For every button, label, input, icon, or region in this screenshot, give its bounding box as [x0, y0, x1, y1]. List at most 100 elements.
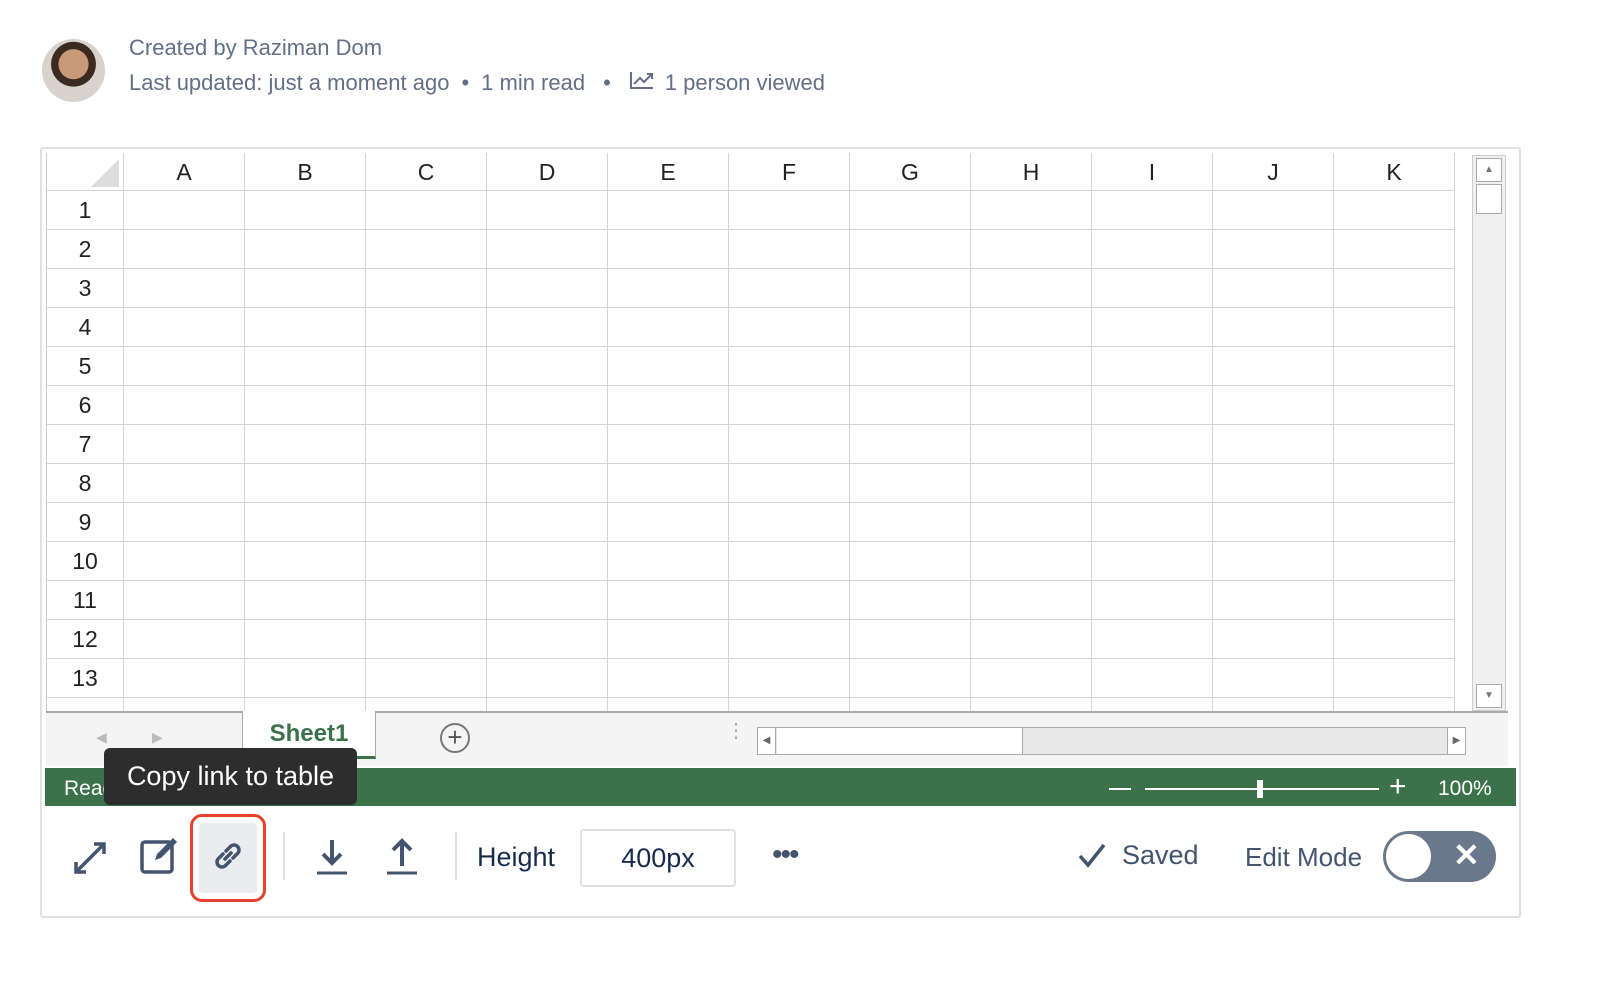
row-header[interactable]: 12 [47, 620, 124, 659]
cell[interactable] [850, 308, 971, 347]
spreadsheet-grid[interactable]: A B C D E F G H I J K 1 2 3 4 5 6 7 8 9 10 11 12 13 [46, 153, 1468, 711]
select-all-corner[interactable] [47, 153, 124, 191]
cell[interactable] [366, 620, 487, 659]
cell[interactable] [124, 464, 245, 503]
cell[interactable] [366, 425, 487, 464]
cell[interactable] [850, 659, 971, 698]
cell[interactable] [124, 230, 245, 269]
zoom-slider-thumb[interactable] [1257, 780, 1263, 798]
cell[interactable] [971, 347, 1092, 386]
cell[interactable] [366, 347, 487, 386]
edit-icon[interactable] [139, 836, 181, 881]
row-header[interactable]: 11 [47, 581, 124, 620]
cell[interactable] [1092, 620, 1213, 659]
cell[interactable] [124, 542, 245, 581]
cell[interactable] [245, 503, 366, 542]
row-header[interactable] [47, 698, 124, 711]
cell[interactable] [366, 542, 487, 581]
cell[interactable] [850, 347, 971, 386]
cell[interactable] [729, 191, 850, 230]
row-header[interactable]: 5 [47, 347, 124, 386]
column-header[interactable]: F [729, 153, 850, 191]
cell[interactable] [608, 230, 729, 269]
cell[interactable] [971, 698, 1092, 711]
cell[interactable] [245, 659, 366, 698]
row-header[interactable]: 3 [47, 269, 124, 308]
row-header[interactable]: 13 [47, 659, 124, 698]
cell[interactable] [366, 503, 487, 542]
cell[interactable] [1213, 386, 1334, 425]
cell[interactable] [487, 698, 608, 711]
cell[interactable] [245, 230, 366, 269]
cell[interactable] [487, 191, 608, 230]
cell[interactable] [729, 659, 850, 698]
add-sheet-icon[interactable]: + [440, 723, 470, 753]
cell[interactable] [1334, 464, 1455, 503]
cell[interactable] [245, 269, 366, 308]
cell[interactable] [971, 503, 1092, 542]
cell[interactable] [1092, 191, 1213, 230]
cell[interactable] [971, 269, 1092, 308]
cell[interactable] [487, 347, 608, 386]
cell[interactable] [245, 425, 366, 464]
column-header[interactable]: I [1092, 153, 1213, 191]
cell[interactable] [850, 503, 971, 542]
row-header[interactable]: 6 [47, 386, 124, 425]
row-header[interactable]: 7 [47, 425, 124, 464]
cell[interactable] [487, 269, 608, 308]
vertical-scrollbar[interactable]: ▲ ▼ [1472, 155, 1506, 711]
zoom-slider[interactable] [1145, 780, 1379, 798]
cell[interactable] [124, 503, 245, 542]
cell[interactable] [1334, 386, 1455, 425]
cell[interactable] [1092, 230, 1213, 269]
cell[interactable] [1213, 581, 1334, 620]
cell[interactable] [850, 464, 971, 503]
vertical-scroll-thumb[interactable] [1476, 184, 1502, 214]
cell[interactable] [245, 347, 366, 386]
cell[interactable] [487, 620, 608, 659]
cell[interactable] [124, 191, 245, 230]
cell[interactable] [245, 620, 366, 659]
cell[interactable] [245, 386, 366, 425]
cell[interactable] [1334, 191, 1455, 230]
cell[interactable] [608, 698, 729, 711]
cell[interactable] [1092, 464, 1213, 503]
cell[interactable] [124, 386, 245, 425]
cell[interactable] [971, 659, 1092, 698]
cell[interactable] [1334, 581, 1455, 620]
cell[interactable] [850, 581, 971, 620]
cell[interactable] [366, 269, 487, 308]
cell[interactable] [487, 425, 608, 464]
cell[interactable] [729, 386, 850, 425]
cell[interactable] [850, 386, 971, 425]
cell[interactable] [850, 425, 971, 464]
cell[interactable] [850, 230, 971, 269]
cell[interactable] [124, 620, 245, 659]
copy-link-button[interactable] [190, 814, 266, 902]
cell[interactable] [124, 269, 245, 308]
cell[interactable] [245, 698, 366, 711]
scroll-down-arrow-icon[interactable]: ▼ [1476, 684, 1502, 708]
cell[interactable] [1334, 503, 1455, 542]
prev-sheet-icon[interactable]: ◀ [96, 729, 107, 745]
column-header[interactable]: K [1334, 153, 1455, 191]
cell[interactable] [850, 269, 971, 308]
cell[interactable] [608, 269, 729, 308]
horizontal-scroll-thumb[interactable] [777, 728, 1023, 754]
cell[interactable] [1213, 347, 1334, 386]
cell[interactable] [1334, 347, 1455, 386]
cell[interactable] [1213, 620, 1334, 659]
edit-mode-toggle[interactable]: ✕ [1383, 831, 1496, 882]
cell[interactable] [1213, 269, 1334, 308]
cell[interactable] [1334, 542, 1455, 581]
cell[interactable] [1092, 581, 1213, 620]
cell[interactable] [608, 425, 729, 464]
column-header[interactable]: E [608, 153, 729, 191]
cell[interactable] [366, 464, 487, 503]
cell[interactable] [245, 308, 366, 347]
cell[interactable] [245, 542, 366, 581]
cell[interactable] [729, 230, 850, 269]
column-header[interactable]: D [487, 153, 608, 191]
cell[interactable] [1334, 659, 1455, 698]
horizontal-scrollbar[interactable]: ◀ ▶ [757, 727, 1466, 755]
